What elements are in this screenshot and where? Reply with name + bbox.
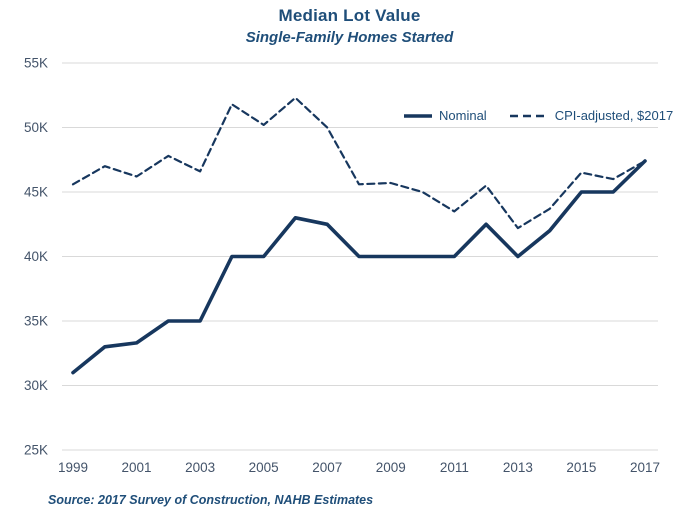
- x-axis-tick-label: 2001: [122, 460, 152, 475]
- cpi-dashed-line-swatch-icon: [509, 112, 549, 120]
- y-axis-tick-label: 35K: [24, 314, 48, 329]
- legend-label-nominal: Nominal: [439, 108, 487, 123]
- series-line-nominal: [71, 159, 647, 375]
- y-axis-tick-label: 40K: [24, 249, 48, 264]
- x-axis-tick-label: 1999: [58, 460, 88, 475]
- x-axis-tick-label: 2009: [376, 460, 406, 475]
- x-axis-tick-label: 2013: [503, 460, 533, 475]
- legend: Nominal CPI-adjusted, $2017: [403, 108, 673, 123]
- x-axis-tick-label: 2007: [312, 460, 342, 475]
- series-line-cpi-adjusted: [71, 96, 647, 230]
- y-axis-tick-label: 25K: [24, 443, 48, 458]
- y-axis-tick-label: 55K: [24, 56, 48, 71]
- y-axis-tick-label: 45K: [24, 185, 48, 200]
- chart-subtitle: Single-Family Homes Started: [245, 29, 454, 46]
- x-axis-tick-label: 2015: [566, 460, 596, 475]
- source-note: Source: 2017 Survey of Construction, NAH…: [48, 493, 374, 507]
- y-axis-tick-label: 30K: [24, 378, 48, 393]
- chart-title: Median Lot Value: [278, 6, 421, 25]
- x-axis-tick-label: 2003: [185, 460, 215, 475]
- x-axis-tick-label: 2017: [630, 460, 660, 475]
- x-axis-tick-label: 2005: [249, 460, 279, 475]
- nominal-line-swatch-icon: [403, 112, 433, 120]
- legend-label-cpi: CPI-adjusted, $2017: [554, 108, 674, 123]
- y-axis-tick-label: 50K: [24, 120, 48, 135]
- x-axis-tick-label: 2011: [440, 460, 469, 475]
